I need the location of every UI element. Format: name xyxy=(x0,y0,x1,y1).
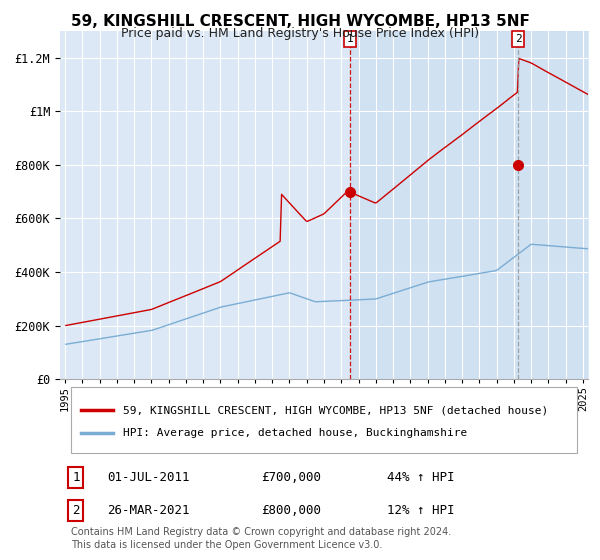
FancyBboxPatch shape xyxy=(71,388,577,453)
Text: 12% ↑ HPI: 12% ↑ HPI xyxy=(388,504,455,517)
Text: 01-JUL-2011: 01-JUL-2011 xyxy=(107,471,190,484)
Text: 2: 2 xyxy=(515,34,521,44)
Text: £800,000: £800,000 xyxy=(260,504,320,517)
Text: Price paid vs. HM Land Registry's House Price Index (HPI): Price paid vs. HM Land Registry's House … xyxy=(121,27,479,40)
Text: 26-MAR-2021: 26-MAR-2021 xyxy=(107,504,190,517)
Text: Contains HM Land Registry data © Crown copyright and database right 2024.: Contains HM Land Registry data © Crown c… xyxy=(71,526,451,536)
Text: 59, KINGSHILL CRESCENT, HIGH WYCOMBE, HP13 5NF: 59, KINGSHILL CRESCENT, HIGH WYCOMBE, HP… xyxy=(71,14,529,29)
Text: 59, KINGSHILL CRESCENT, HIGH WYCOMBE, HP13 5NF (detached house): 59, KINGSHILL CRESCENT, HIGH WYCOMBE, HP… xyxy=(124,405,548,416)
Text: 1: 1 xyxy=(347,34,353,44)
Text: 44% ↑ HPI: 44% ↑ HPI xyxy=(388,471,455,484)
Text: 1: 1 xyxy=(72,471,80,484)
Text: HPI: Average price, detached house, Buckinghamshire: HPI: Average price, detached house, Buck… xyxy=(124,428,467,438)
Text: 2: 2 xyxy=(72,504,80,517)
Text: £700,000: £700,000 xyxy=(260,471,320,484)
Text: This data is licensed under the Open Government Licence v3.0.: This data is licensed under the Open Gov… xyxy=(71,540,382,550)
